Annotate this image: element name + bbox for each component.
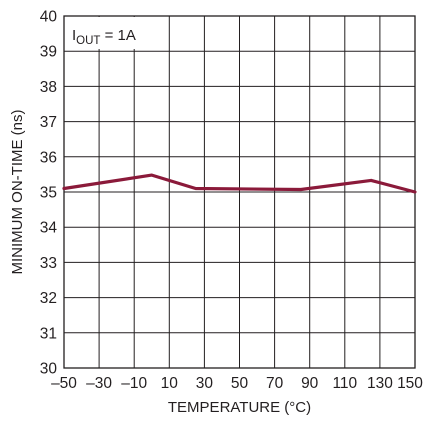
annotation-subscript: OUT xyxy=(76,35,100,47)
y-tick-label: 34 xyxy=(40,220,58,237)
x-tick-label: –10 xyxy=(121,375,147,392)
x-tick-label: 70 xyxy=(266,375,284,392)
y-tick-label: 39 xyxy=(40,44,57,61)
x-tick-label: 110 xyxy=(332,375,357,392)
annotation-main: I xyxy=(72,27,76,44)
y-tick-label: 36 xyxy=(40,149,57,166)
x-tick-label: 50 xyxy=(231,375,249,392)
y-tick-label: 35 xyxy=(40,185,57,202)
x-tick-label: 10 xyxy=(161,375,179,392)
x-axis-label: TEMPERATURE (°C) xyxy=(168,399,311,416)
x-tick-label: 30 xyxy=(196,375,214,392)
annotation-iout: IOUT = 1A xyxy=(72,27,136,47)
x-tick-label: –30 xyxy=(86,375,112,392)
x-tick-label: –50 xyxy=(51,375,77,392)
x-tick-label: 130 xyxy=(367,375,393,392)
x-tick-labels: –50 –30 –10 10 30 50 70 90 110 130 150 xyxy=(51,375,423,392)
y-tick-label: 31 xyxy=(40,325,57,342)
x-tick-label: 90 xyxy=(301,375,319,392)
annotation-suffix: = 1A xyxy=(100,27,135,44)
y-tick-label: 37 xyxy=(40,114,57,131)
x-tick-label: 150 xyxy=(397,375,423,392)
annotation-background xyxy=(65,17,159,49)
series-line xyxy=(62,173,417,194)
y-tick-label: 40 xyxy=(40,9,58,26)
y-tick-labels: 30 31 32 33 34 35 36 37 38 39 40 xyxy=(40,9,58,378)
y-tick-label: 30 xyxy=(40,361,58,378)
y-axis-label: MINIMUM ON-TIME (ns) xyxy=(9,110,26,275)
grid xyxy=(64,16,415,368)
y-tick-label: 38 xyxy=(40,79,57,96)
y-tick-label: 32 xyxy=(40,290,57,307)
y-tick-label: 33 xyxy=(40,255,57,272)
